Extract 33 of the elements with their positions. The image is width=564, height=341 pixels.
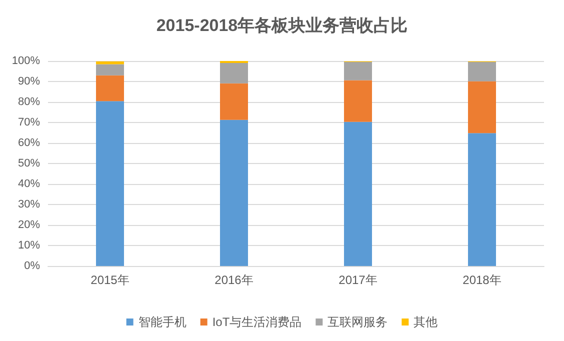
y-tick-label: 50% — [18, 158, 40, 170]
y-tick-label: 20% — [18, 219, 40, 231]
bar — [96, 75, 124, 102]
bar — [220, 63, 248, 84]
bar — [468, 81, 496, 134]
chart-title: 2015-2018年各板块业务营收占比 — [156, 16, 408, 35]
legend-label: 其他 — [414, 315, 438, 329]
legend-label: 智能手机 — [138, 315, 186, 329]
y-tick-label: 80% — [18, 96, 40, 108]
bar — [96, 101, 124, 266]
y-tick-label: 60% — [18, 137, 40, 149]
y-tick-label: 70% — [18, 116, 40, 128]
x-tick-label: 2016年 — [214, 273, 254, 287]
y-tick-label: 100% — [12, 55, 40, 67]
bar — [344, 80, 372, 122]
bar — [468, 133, 496, 266]
bar — [344, 122, 372, 266]
bar — [344, 62, 372, 80]
x-tick-label: 2018年 — [462, 273, 502, 287]
y-tick-label: 0% — [24, 260, 40, 272]
y-tick-label: 10% — [18, 240, 40, 252]
legend-label: IoT与生活消费品 — [212, 315, 302, 329]
bar — [96, 64, 124, 76]
y-tick-label: 90% — [18, 76, 40, 88]
y-tick-label: 30% — [18, 198, 40, 210]
x-tick-label: 2015年 — [90, 273, 130, 287]
bar — [96, 61, 124, 64]
legend-label: 互联网服务 — [328, 315, 388, 329]
y-tick-label: 40% — [18, 178, 40, 190]
x-tick-label: 2017年 — [338, 273, 378, 287]
bar — [220, 83, 248, 120]
bar — [220, 120, 248, 266]
bar — [468, 62, 496, 82]
